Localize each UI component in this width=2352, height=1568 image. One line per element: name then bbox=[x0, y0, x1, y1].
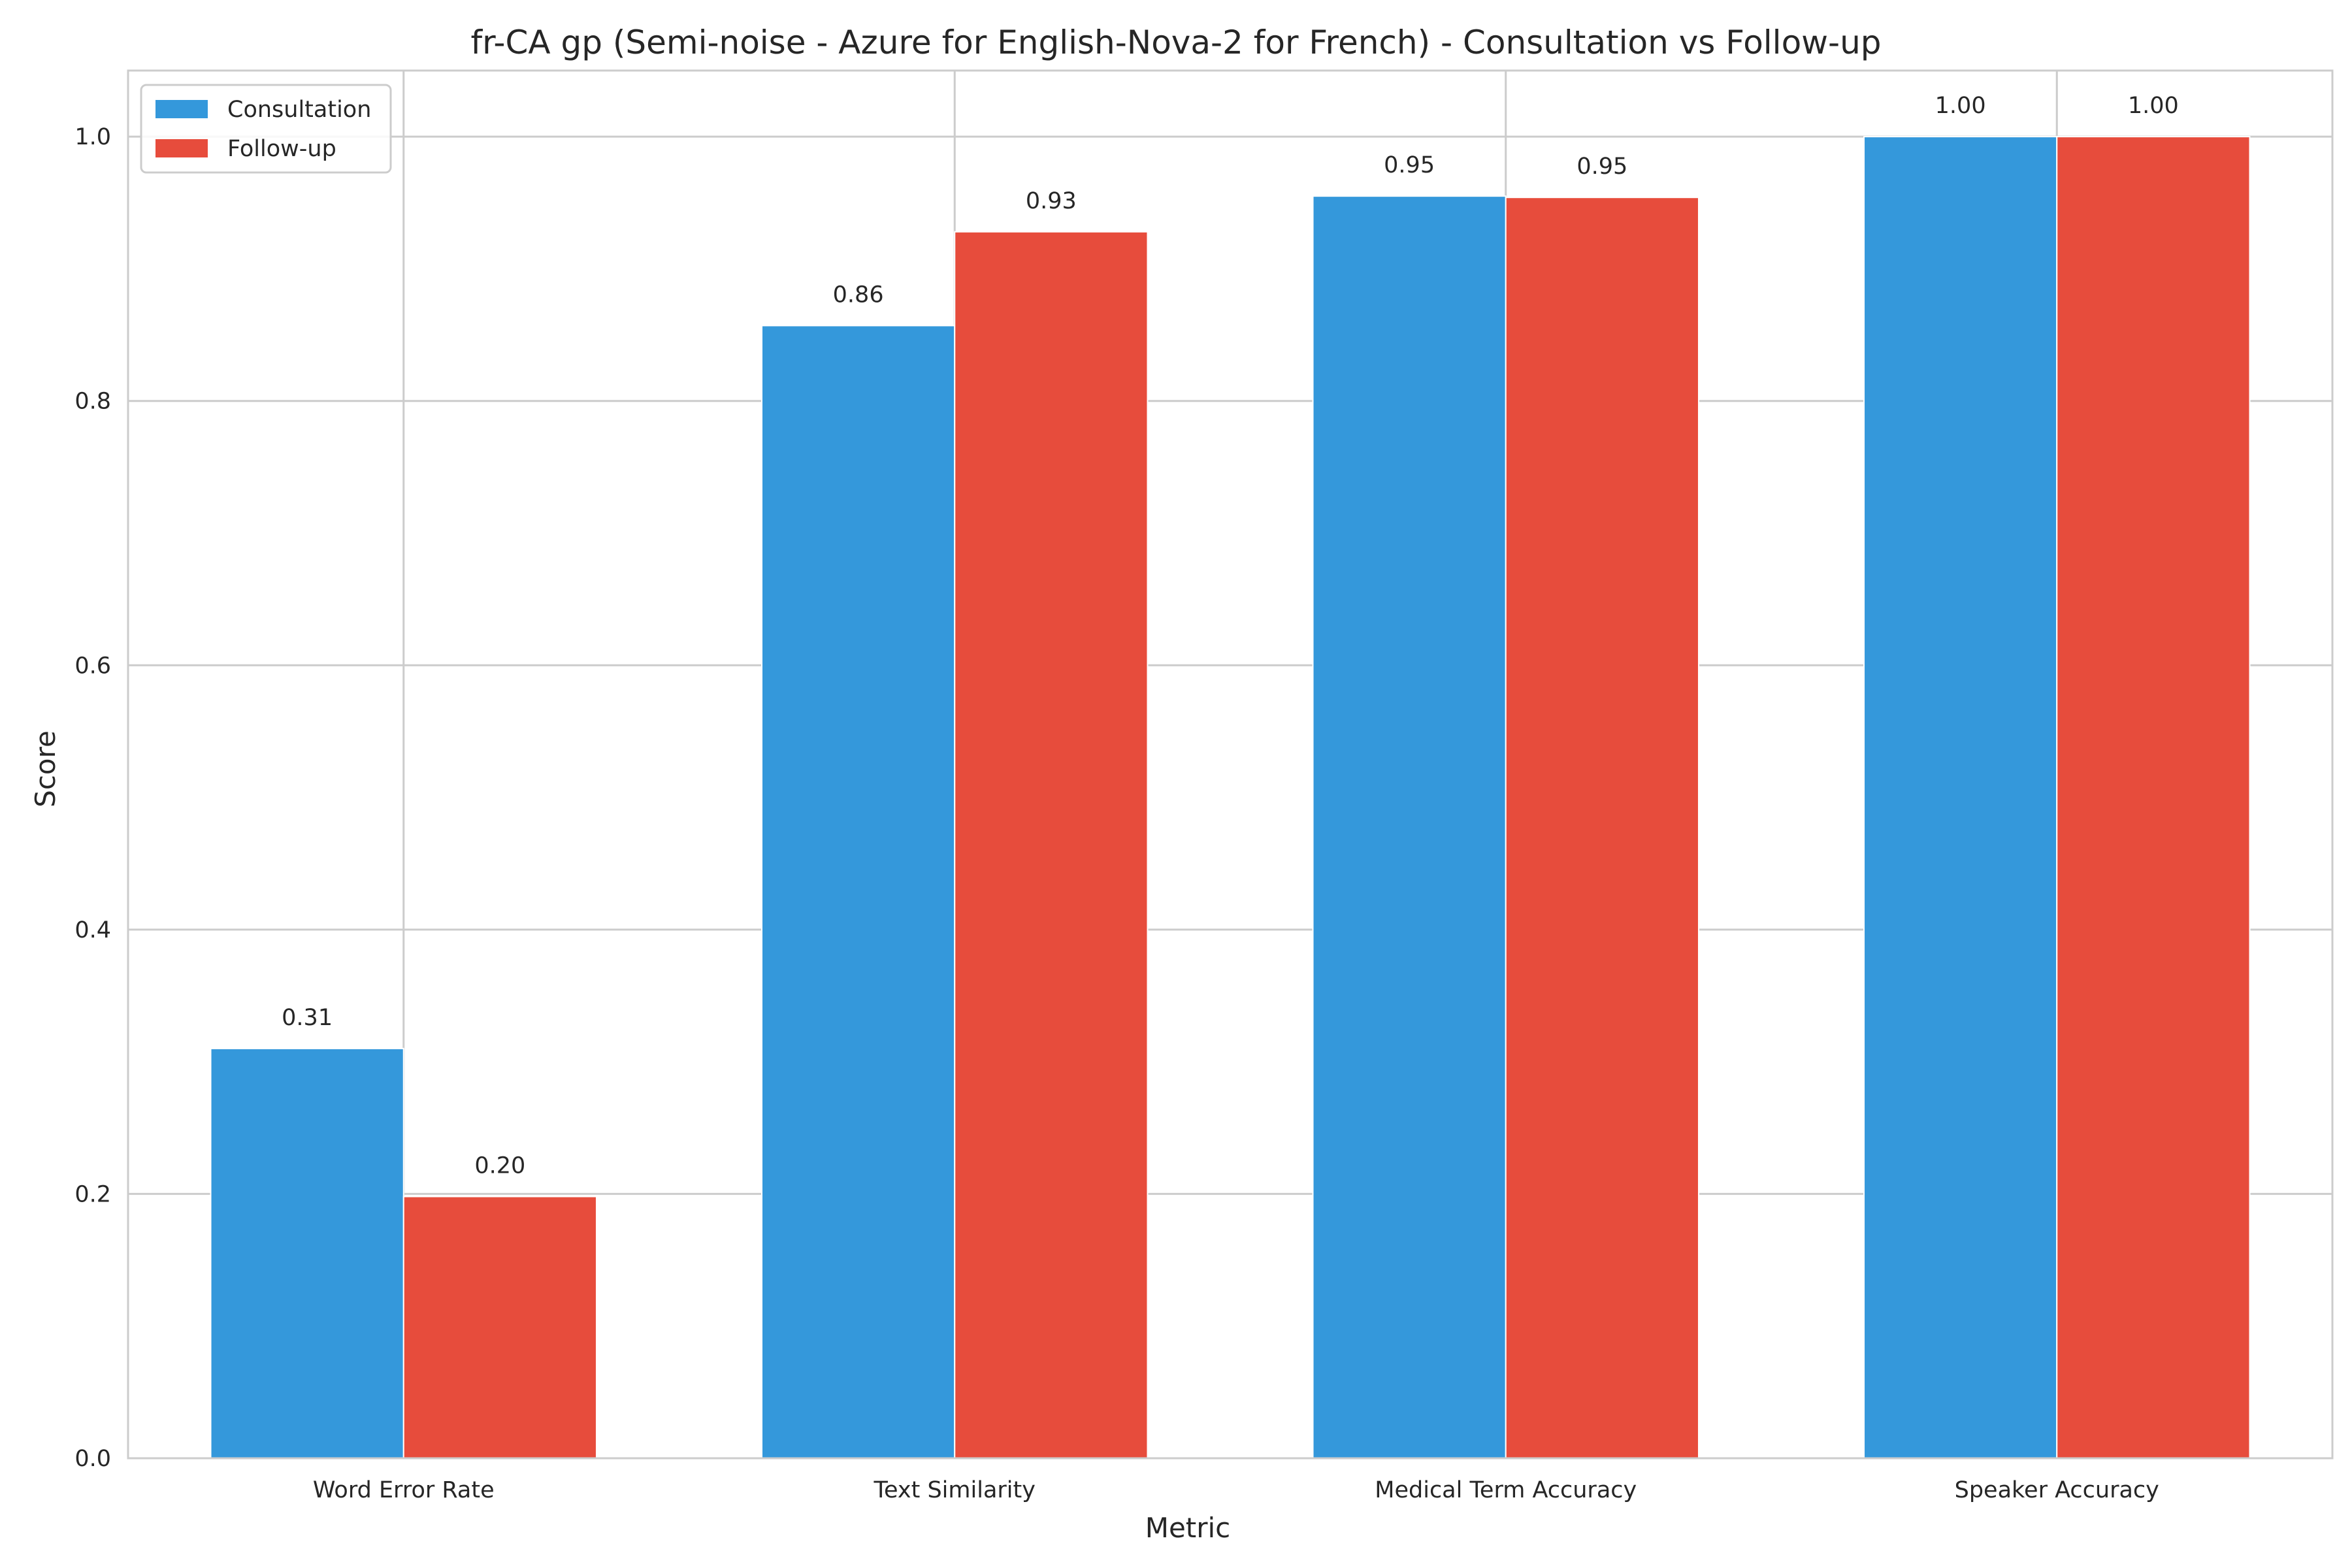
y-tick-label: 0.2 bbox=[74, 1181, 111, 1207]
legend-swatch bbox=[155, 139, 208, 157]
data-labels: 0.31 0.20 0.86 0.93 0.95 0.95 1.00 1.00 bbox=[282, 93, 2179, 1179]
data-label: 1.00 bbox=[2128, 93, 2179, 119]
y-tick-label: 0.4 bbox=[74, 917, 111, 943]
data-label: 0.95 bbox=[1384, 152, 1435, 178]
bar-consultation bbox=[1863, 136, 2058, 1460]
bar-consultation bbox=[761, 325, 956, 1460]
x-axis-label: Metric bbox=[1145, 1512, 1231, 1544]
data-label: 0.31 bbox=[282, 1005, 333, 1031]
bar-follow-up bbox=[402, 1196, 597, 1459]
x-tick-labels: Word Error Rate Text Similarity Medical Te… bbox=[313, 1477, 2159, 1503]
legend-label: Follow-up bbox=[227, 136, 336, 162]
x-tick-label: Speaker Accuracy bbox=[1955, 1477, 2159, 1503]
bars bbox=[210, 136, 2251, 1460]
data-label: 0.20 bbox=[474, 1152, 525, 1179]
y-axis-label: Score bbox=[29, 730, 61, 808]
y-tick-label: 0.6 bbox=[74, 653, 111, 679]
data-label: 0.95 bbox=[1576, 154, 1627, 180]
data-label: 0.86 bbox=[833, 282, 884, 308]
legend-swatch bbox=[155, 100, 208, 118]
bar-follow-up bbox=[2056, 136, 2251, 1460]
bar-follow-up bbox=[1505, 197, 1699, 1459]
legend: Consultation Follow-up bbox=[140, 84, 392, 174]
bar-consultation bbox=[210, 1047, 404, 1459]
chart-title: fr-CA gp (Semi-noise - Azure for English… bbox=[470, 24, 1881, 61]
y-tick-label: 0.0 bbox=[74, 1446, 111, 1472]
x-tick-label: Text Similarity bbox=[874, 1477, 1036, 1503]
plot-frame bbox=[127, 69, 2334, 1460]
x-tick-label: Word Error Rate bbox=[313, 1477, 495, 1503]
y-tick-label: 1.0 bbox=[74, 124, 111, 150]
y-tick-labels: 0.0 0.2 0.4 0.6 0.8 1.0 bbox=[74, 124, 111, 1472]
bar-consultation bbox=[1312, 195, 1507, 1460]
data-label: 0.93 bbox=[1026, 188, 1077, 214]
bar-follow-up bbox=[954, 231, 1149, 1459]
legend-label: Consultation bbox=[227, 97, 371, 123]
data-label: 1.00 bbox=[1935, 93, 1986, 119]
x-tick-label: Medical Term Accuracy bbox=[1375, 1477, 1637, 1503]
y-tick-label: 0.8 bbox=[74, 389, 111, 415]
